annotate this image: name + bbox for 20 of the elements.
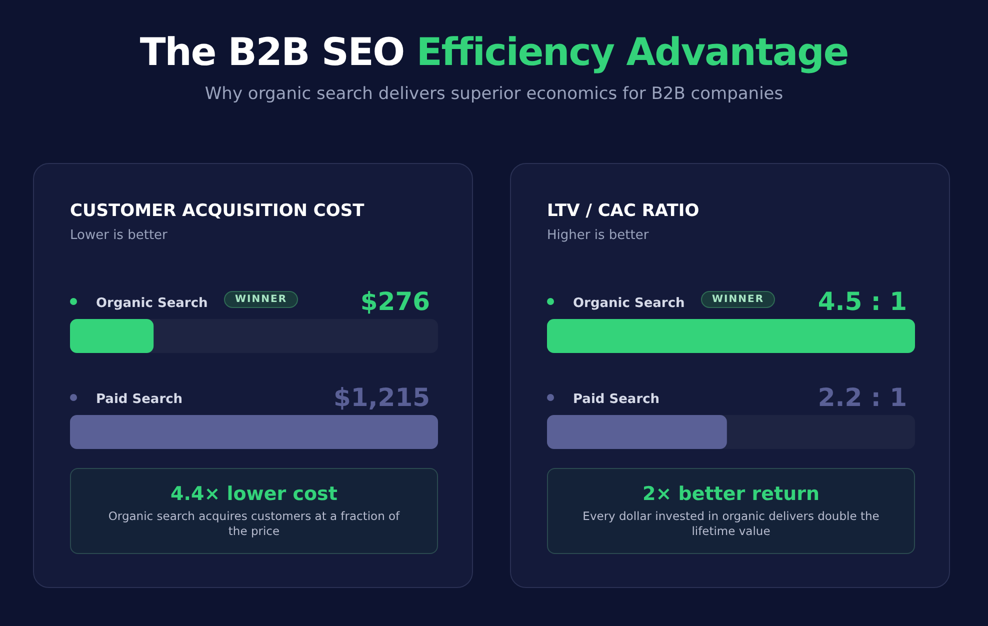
- text: Why organic search delivers superior economics for B2B companies: [204, 84, 784, 104]
- annotation: WINNER: [224, 291, 298, 308]
- text: Every dollar invested in organic delivers double the lifetime value: [582, 509, 880, 539]
- data-label: $1,215: [334, 383, 430, 412]
- chart-title: CUSTOMER ACQUISITION COST: [70, 201, 364, 221]
- y-tick-label: Organic Search: [573, 296, 685, 311]
- y-tick-label: Paid Search: [573, 392, 660, 407]
- annotation: WINNER: [701, 291, 776, 308]
- y-tick-label: Paid Search: [96, 392, 183, 407]
- chart-subtitle: Lower is better: [70, 228, 168, 243]
- data-label: 2.2 : 1: [818, 383, 907, 412]
- y-tick-label: Organic Search: [96, 296, 208, 311]
- text: Organic search acquires customers at a fraction of the price: [107, 509, 401, 539]
- data-label: 4.5 : 1: [818, 287, 907, 316]
- data-label: $276: [360, 287, 430, 316]
- text: The B2B SEO Efficiency Advantage: [138, 30, 850, 74]
- text: 2× better return: [641, 483, 821, 505]
- chart-subtitle: Higher is better: [547, 228, 649, 243]
- chart-title: LTV / CAC RATIO: [547, 201, 700, 221]
- text: 4.4× lower cost: [170, 483, 338, 505]
